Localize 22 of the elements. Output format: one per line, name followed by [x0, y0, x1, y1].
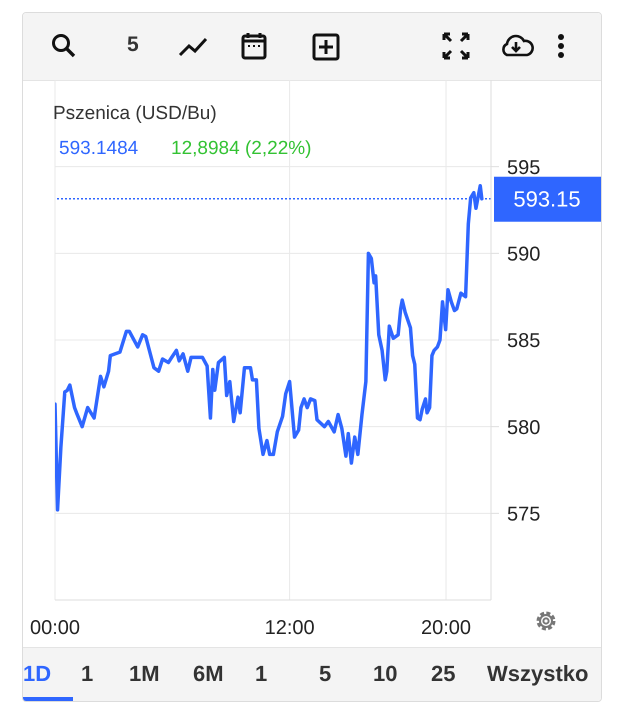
- text: 1M: [129, 661, 160, 687]
- x-tick-label: 20:00: [421, 617, 472, 640]
- y-tick-label: 585: [507, 330, 540, 352]
- y-tick-label: 590: [507, 243, 540, 266]
- text: Pszenica (USD/Bu): [53, 103, 217, 125]
- annotation: 593.1484: [59, 138, 138, 160]
- x-tick-label: 00:00: [30, 617, 80, 640]
- y-tick-label: 595: [507, 156, 540, 179]
- text: 1D: [23, 661, 52, 687]
- text: 1: [81, 661, 94, 687]
- y-tick-label: 575: [507, 503, 540, 526]
- text: 25: [431, 661, 456, 687]
- text: Wszystko: [487, 661, 588, 687]
- y-tick-label: 580: [507, 416, 540, 439]
- ref-line-label: 593.15: [513, 186, 581, 212]
- annotation: 12,8984 (2,22%): [171, 138, 312, 160]
- text: 5: [127, 33, 139, 57]
- x-tick-label: 12:00: [264, 617, 315, 640]
- text: 1: [255, 661, 268, 687]
- text: 10: [373, 661, 398, 687]
- text: 5: [319, 661, 332, 687]
- text: 6M: [193, 661, 224, 687]
